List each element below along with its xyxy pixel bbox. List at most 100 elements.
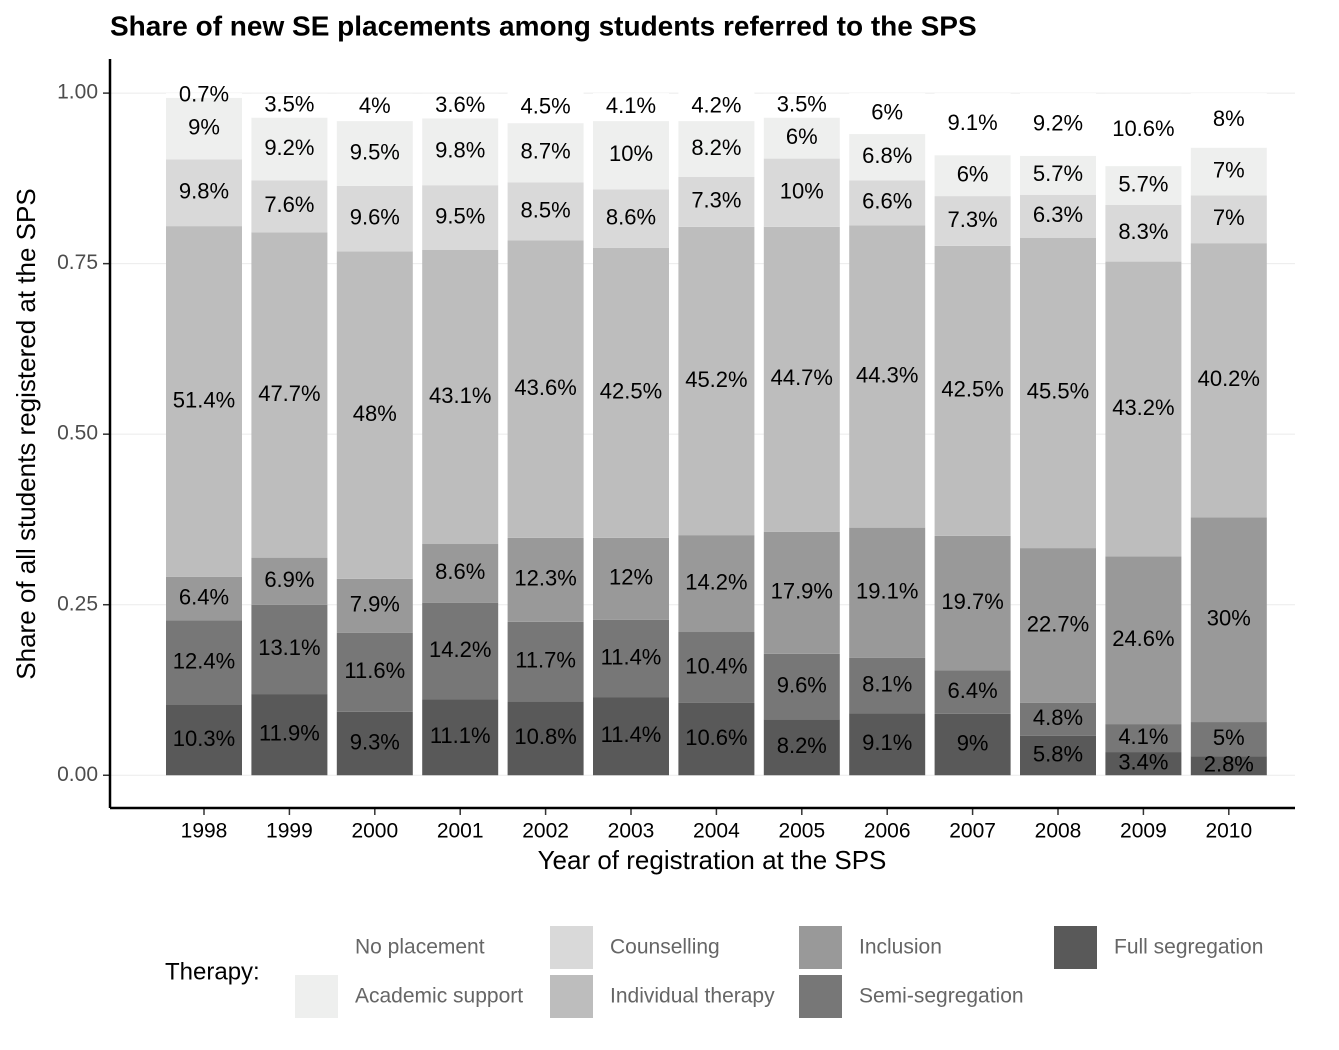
bar-segment (1190, 195, 1267, 244)
x-tick-label: 1998 (181, 820, 228, 843)
legend-label: Counselling (610, 936, 720, 959)
legend-key (799, 975, 842, 1018)
bar-segment (934, 535, 1011, 671)
bar-segment (763, 93, 840, 118)
y-tick-label: 1.00 (57, 81, 98, 104)
bar-segment (593, 121, 669, 190)
data-label: 19.1% (856, 579, 918, 604)
bar-segment (336, 185, 413, 252)
bar-segment (1190, 756, 1267, 776)
data-label: 6.4% (179, 584, 229, 609)
data-label: 9.3% (350, 729, 400, 754)
x-tick-label: 2008 (1035, 820, 1082, 843)
bar-segment (678, 702, 755, 776)
data-label: 6.3% (1033, 202, 1083, 227)
legend-label: Individual therapy (610, 985, 775, 1008)
x-tick-label: 1999 (266, 820, 313, 843)
data-label: 13.1% (258, 635, 320, 660)
data-label: 9.5% (350, 139, 400, 164)
legend-label: No placement (355, 936, 485, 959)
bar-segment (934, 155, 1011, 197)
bar-segment (763, 719, 840, 776)
bar-segment (1020, 735, 1096, 776)
data-label: 12% (609, 565, 653, 590)
legend-label: Full segregation (1114, 936, 1263, 959)
data-label: 10% (780, 179, 824, 204)
x-tick-label: 2009 (1120, 820, 1167, 843)
bar-segment (507, 182, 584, 241)
x-tick-label: 2003 (608, 820, 655, 843)
y-tick-label: 0.00 (57, 763, 98, 786)
bar-segment (934, 245, 1011, 536)
bar-segment (422, 602, 499, 700)
bar-segment (507, 537, 584, 622)
data-label: 6.4% (948, 678, 998, 703)
x-tick-label: 2002 (522, 820, 569, 843)
legend-label: Academic support (355, 985, 523, 1008)
data-label: 7.6% (264, 192, 314, 217)
data-label: 9% (957, 730, 989, 755)
bar-segment (593, 619, 669, 698)
data-label: 2.8% (1204, 752, 1254, 777)
bar-segment (1020, 155, 1096, 195)
data-label: 8% (1213, 106, 1245, 131)
bar-segment (166, 93, 242, 98)
data-label: 10.6% (685, 725, 747, 750)
data-label: 22.7% (1027, 611, 1089, 636)
data-label: 8.7% (521, 139, 571, 164)
data-label: 9.1% (948, 110, 998, 135)
data-label: 9.6% (350, 204, 400, 229)
legend-key (550, 926, 593, 969)
data-label: 10.6% (1112, 116, 1174, 141)
bar-segment (336, 251, 413, 579)
legend-label: Semi-segregation (859, 985, 1024, 1008)
bar-segment (678, 226, 755, 536)
data-label: 42.5% (941, 377, 1003, 402)
bar-segment (251, 180, 328, 233)
bar-segment (1190, 147, 1267, 196)
bar-segment (336, 711, 413, 776)
data-label: 10.3% (173, 726, 235, 751)
data-label: 3.5% (264, 92, 314, 117)
bar-segment (593, 93, 669, 122)
bar-segment (849, 527, 926, 658)
data-label: 43.2% (1112, 395, 1174, 420)
data-label: 11.4% (601, 722, 662, 747)
x-tick-label: 2007 (949, 820, 996, 843)
data-label: 6% (871, 99, 903, 124)
data-label: 4% (359, 93, 391, 118)
legend-label: Inclusion (859, 936, 942, 959)
bar-segment (1105, 556, 1182, 725)
data-label: 45.5% (1027, 379, 1089, 404)
bar-segment (1105, 93, 1182, 167)
data-label: 17.9% (771, 579, 833, 604)
bar-segment (166, 226, 242, 577)
bar-segment (251, 604, 328, 695)
bar-segment (1020, 194, 1096, 238)
data-label: 3.6% (435, 92, 485, 117)
bar-segment (1190, 243, 1267, 518)
bar-segment (251, 557, 328, 605)
bar-segment (422, 699, 499, 776)
data-label: 30% (1207, 606, 1251, 631)
bar-segment (1020, 93, 1096, 156)
bar-segment (934, 670, 1011, 714)
data-label: 7% (1213, 157, 1245, 182)
data-label: 10.4% (685, 653, 747, 678)
y-axis-title: Share of all students registered at the … (11, 188, 41, 679)
bar-segment (336, 121, 413, 186)
data-label: 19.7% (941, 589, 1003, 614)
bar-segment (166, 704, 242, 776)
bar-segment (507, 123, 584, 183)
bar-segment (422, 118, 499, 186)
bar-segment (1105, 166, 1182, 205)
bar-segment (1105, 752, 1182, 776)
data-label: 4.2% (691, 93, 741, 118)
data-label: 14.2% (429, 637, 491, 662)
bar-segment (422, 544, 499, 603)
bar-segment (678, 92, 755, 122)
data-label: 4.5% (521, 94, 571, 119)
bar-segment (1105, 204, 1182, 262)
